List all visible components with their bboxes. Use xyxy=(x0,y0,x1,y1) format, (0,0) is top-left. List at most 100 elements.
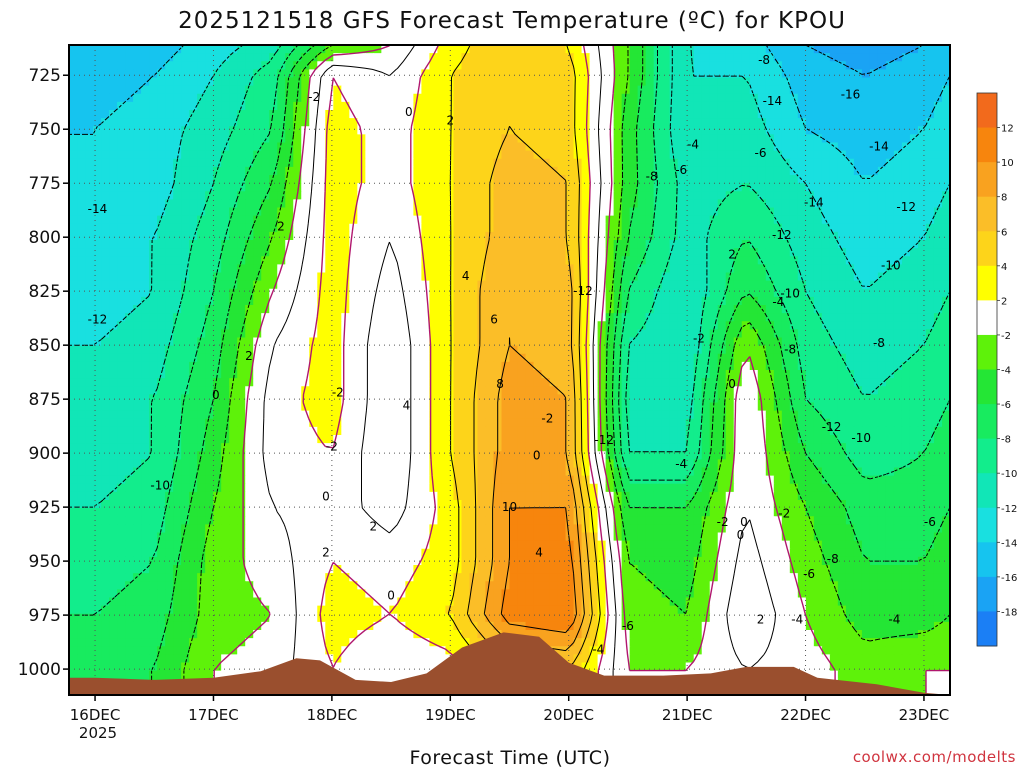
field-cell xyxy=(197,191,206,200)
field-cell xyxy=(509,93,519,103)
field-cell xyxy=(581,313,591,322)
field-cell xyxy=(237,272,246,282)
field-cell xyxy=(437,386,447,395)
field-cell xyxy=(245,329,254,339)
field-cell xyxy=(509,85,519,95)
field-cell xyxy=(101,370,110,379)
field-cell xyxy=(421,134,431,144)
field-cell xyxy=(421,337,431,347)
field-cell xyxy=(509,394,519,404)
field-cell xyxy=(389,101,398,111)
field-cell xyxy=(125,353,134,363)
field-cell xyxy=(781,313,791,322)
field-cell xyxy=(581,118,591,127)
field-cell xyxy=(373,77,382,87)
field-cell xyxy=(221,256,230,265)
field-cell xyxy=(141,93,150,103)
field-cell xyxy=(581,370,591,379)
field-cell xyxy=(341,370,350,379)
field-cell xyxy=(605,158,615,168)
field-cell xyxy=(133,280,142,290)
field-cell xyxy=(541,53,551,62)
field-cell xyxy=(797,93,807,103)
field-cell xyxy=(101,296,110,306)
field-cell xyxy=(477,126,487,135)
field-cell xyxy=(757,288,767,298)
field-cell xyxy=(829,118,839,127)
field-cell xyxy=(941,45,950,54)
field-cell xyxy=(85,370,94,379)
field-cell xyxy=(701,240,711,249)
field-cell xyxy=(421,248,431,257)
field-cell xyxy=(893,150,903,160)
field-cell xyxy=(381,191,390,200)
field-cell xyxy=(149,402,158,412)
field-cell xyxy=(829,337,839,347)
field-cell xyxy=(77,150,86,160)
field-cell xyxy=(477,386,487,395)
field-cell xyxy=(181,61,190,70)
field-cell xyxy=(517,45,527,54)
field-cell xyxy=(293,345,302,355)
field-cell xyxy=(181,386,190,395)
field-cell xyxy=(341,394,350,404)
field-cell xyxy=(261,240,270,249)
field-cell xyxy=(725,378,735,387)
field-cell xyxy=(493,183,503,192)
field-cell xyxy=(765,199,775,209)
field-cell xyxy=(829,101,839,111)
field-cell xyxy=(709,288,719,298)
field-cell xyxy=(85,264,94,274)
field-cell xyxy=(685,394,695,404)
field-cell xyxy=(749,110,759,119)
field-cell xyxy=(437,240,447,249)
field-cell xyxy=(253,402,262,412)
field-cell xyxy=(501,345,511,355)
field-cell xyxy=(405,240,414,249)
field-cell xyxy=(373,223,382,233)
field-cell xyxy=(653,264,663,274)
field-cell xyxy=(93,378,102,387)
field-cell xyxy=(429,223,439,233)
field-cell xyxy=(733,321,743,330)
field-cell xyxy=(645,345,655,355)
field-cell xyxy=(917,378,927,387)
field-cell xyxy=(701,394,711,404)
field-cell xyxy=(709,45,719,54)
field-cell xyxy=(725,361,735,371)
field-cell xyxy=(517,110,527,119)
field-cell xyxy=(333,337,342,347)
field-cell xyxy=(413,361,422,371)
field-cell xyxy=(861,248,871,257)
field-cell xyxy=(645,207,655,217)
field-cell xyxy=(533,231,543,241)
field-cell xyxy=(389,386,398,395)
field-cell xyxy=(493,231,503,241)
field-cell xyxy=(157,118,166,127)
field-cell xyxy=(421,394,431,404)
field-cell xyxy=(149,199,158,209)
field-cell xyxy=(597,296,607,306)
field-cell xyxy=(85,353,94,363)
field-cell xyxy=(813,77,823,87)
field-cell xyxy=(437,126,447,135)
field-cell xyxy=(229,53,238,62)
field-cell xyxy=(277,93,286,103)
field-cell xyxy=(789,199,799,209)
field-cell xyxy=(805,345,815,355)
field-cell xyxy=(701,134,711,144)
field-cell xyxy=(613,296,623,306)
field-cell xyxy=(69,337,78,347)
field-cell xyxy=(461,150,471,160)
field-cell xyxy=(493,264,503,274)
field-cell xyxy=(549,345,559,355)
field-cell xyxy=(677,45,687,54)
field-cell xyxy=(749,101,759,111)
field-cell xyxy=(669,345,679,355)
field-cell xyxy=(205,142,214,152)
field-cell xyxy=(789,191,799,200)
field-cell xyxy=(533,248,543,257)
field-cell xyxy=(69,321,78,330)
field-cell xyxy=(645,264,655,274)
field-cell xyxy=(733,134,743,144)
